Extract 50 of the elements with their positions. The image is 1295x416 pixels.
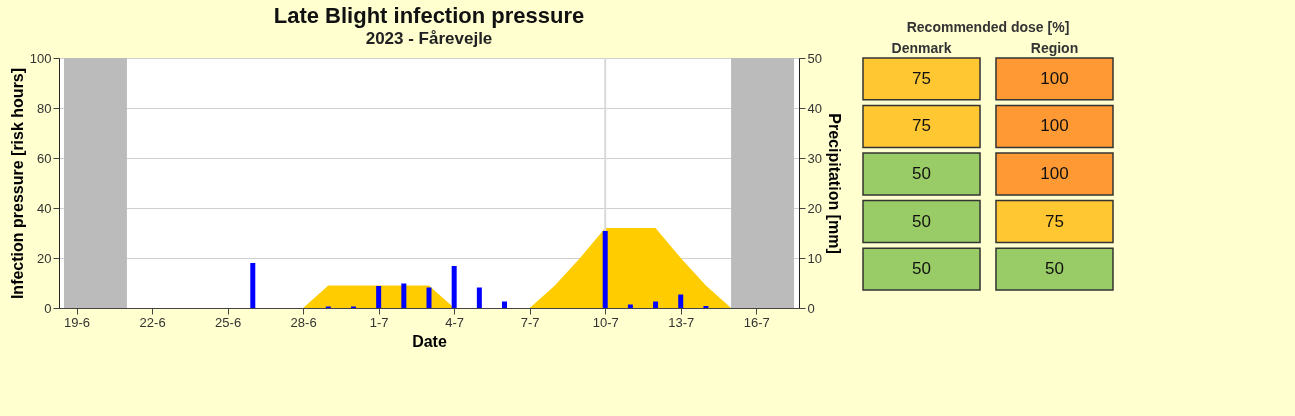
bar	[376, 286, 382, 308]
bar	[678, 294, 684, 308]
x-tick-label: 13-7	[668, 314, 695, 330]
y2-tick-label: 50	[807, 50, 822, 66]
y-tick-label: 40	[37, 200, 52, 216]
x-tick-label: 22-6	[139, 314, 166, 330]
data-label: 50	[912, 259, 931, 279]
x-tick-label: 7-7	[520, 314, 540, 330]
bar	[250, 263, 256, 308]
x-tick-label: Region	[1030, 39, 1079, 56]
data-label: 50	[912, 211, 931, 231]
bar	[426, 287, 432, 308]
x-tick-label: 19-6	[64, 314, 91, 330]
data-label: 75	[912, 116, 931, 136]
x-tick-label: 1-7	[369, 314, 389, 330]
y-tick-label: 20	[37, 250, 52, 266]
data-label: 75	[912, 68, 931, 88]
data-label: 100	[1040, 116, 1069, 136]
y-axis-title: Infection pressure [risk hours]	[8, 67, 26, 300]
x-axis-title: Date	[412, 332, 447, 350]
y2-tick-label: 20	[807, 200, 822, 216]
data-label: 50	[912, 164, 931, 183]
x-tick-label: 25-6	[215, 314, 242, 330]
x-tick-label: Denmark	[891, 39, 952, 56]
data-label: 75	[1045, 211, 1064, 231]
x-tick-label: 28-6	[290, 314, 317, 330]
chart-subtitle: 2023 - Fårevejle	[365, 29, 493, 48]
bar	[451, 266, 457, 308]
bar	[653, 301, 659, 308]
data-label: 100	[1040, 68, 1069, 88]
chart-title: Recommended dose [%]	[906, 19, 1070, 35]
bar	[401, 283, 407, 308]
y2-tick-label: 10	[807, 250, 822, 266]
x-tick-label: 10-7	[592, 314, 619, 330]
bar	[502, 301, 508, 308]
y2-tick-label: 30	[807, 150, 822, 166]
y2-axis-title: Precipitation [mm]	[825, 113, 843, 254]
y2-tick-label: 40	[807, 100, 822, 116]
chart-title: Late Blight infection pressure	[273, 3, 585, 28]
x-tick-label: 16-7	[743, 314, 770, 330]
y2-tick-label: 0	[807, 300, 815, 316]
y-tick-label: 60	[37, 150, 52, 166]
data-label: 50	[1045, 259, 1064, 279]
y-tick-label: 100	[29, 50, 52, 66]
x-tick-label: 4-7	[445, 314, 465, 330]
data-label: 100	[1040, 164, 1069, 183]
bar	[602, 231, 608, 308]
bar	[476, 287, 482, 308]
y-tick-label: 0	[44, 300, 52, 316]
y-tick-label: 80	[37, 100, 52, 116]
